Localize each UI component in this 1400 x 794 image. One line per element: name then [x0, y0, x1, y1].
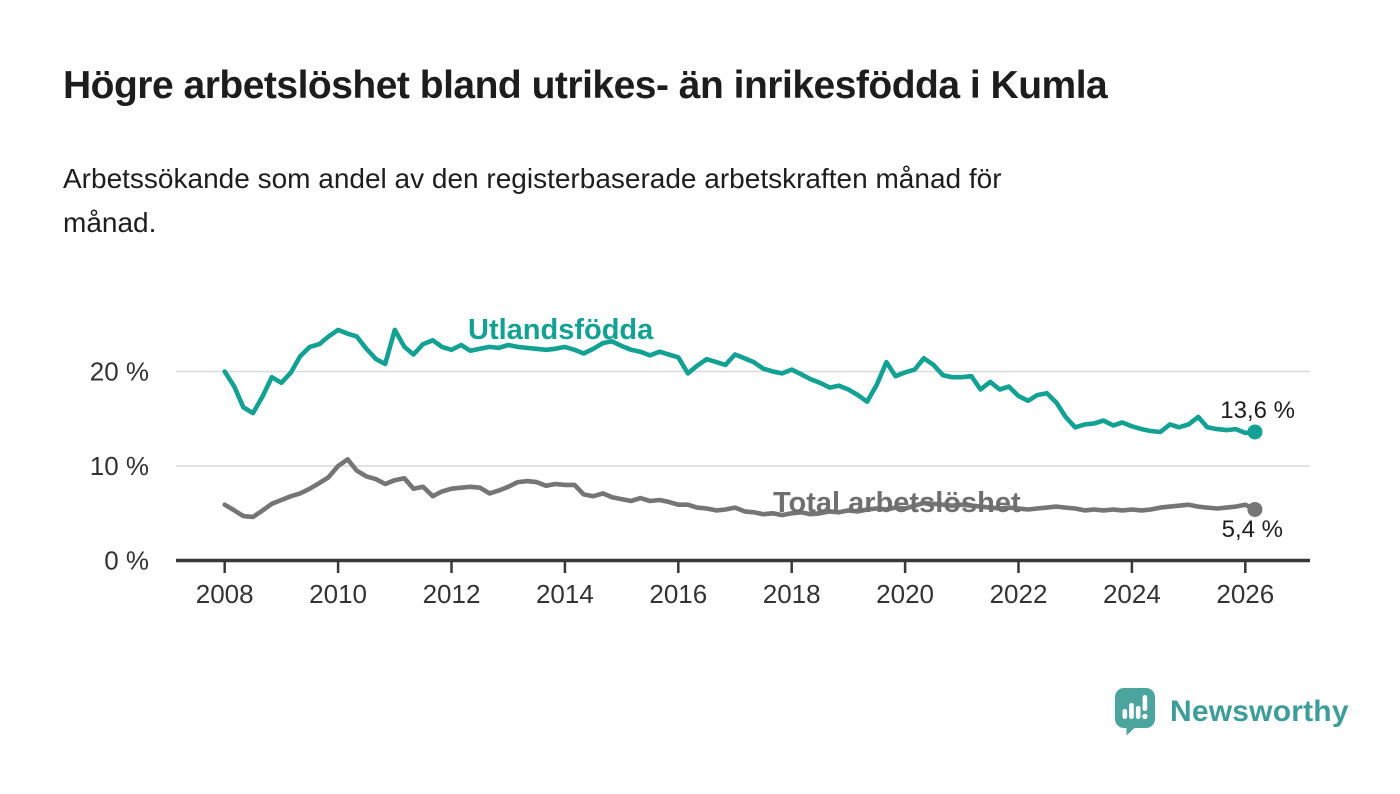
series-line-1 — [222, 457, 1258, 520]
series-end-dot-1 — [1247, 501, 1263, 517]
x-tick-label: 2014 — [536, 579, 594, 609]
x-tick-label: 2020 — [876, 579, 934, 609]
page-title: Högre arbetslöshet bland utrikes- än inr… — [63, 64, 1108, 107]
x-tick-label: 2024 — [1103, 579, 1161, 609]
x-tick-label: 2018 — [763, 579, 821, 609]
end-value-total-arbetsloshet: 5,4 % — [1221, 516, 1283, 543]
x-tick-label: 2008 — [196, 579, 254, 609]
series-end-dot-0 — [1247, 424, 1263, 440]
subtitle-line-2: månad. — [63, 207, 157, 238]
x-tick-label: 2010 — [309, 579, 367, 609]
newsworthy-logo: Newsworthy — [1113, 687, 1349, 737]
end-value-utlandsfodda: 13,6 % — [1220, 397, 1295, 424]
series-line-0 — [222, 327, 1258, 436]
subtitle-line-1: Arbetssökande som andel av den registerb… — [63, 163, 1002, 194]
x-tick-label: 2012 — [423, 579, 481, 609]
newsworthy-wordmark: Newsworthy — [1170, 695, 1349, 728]
y-tick-label: 10 % — [90, 451, 149, 481]
x-tick-label: 2026 — [1216, 579, 1274, 609]
newsworthy-icon — [1115, 688, 1155, 736]
series-label-utlandsfodda: Utlandsfödda — [468, 314, 654, 346]
y-tick-label: 20 % — [90, 357, 149, 387]
y-tick-label: 0 % — [104, 546, 149, 576]
series-label-total-arbetsloshet: Total arbetslöshet — [773, 487, 1021, 519]
chart-subtitle: Arbetssökande som andel av den registerb… — [63, 157, 1263, 245]
x-tick-label: 2022 — [990, 579, 1048, 609]
x-tick-label: 2016 — [649, 579, 707, 609]
